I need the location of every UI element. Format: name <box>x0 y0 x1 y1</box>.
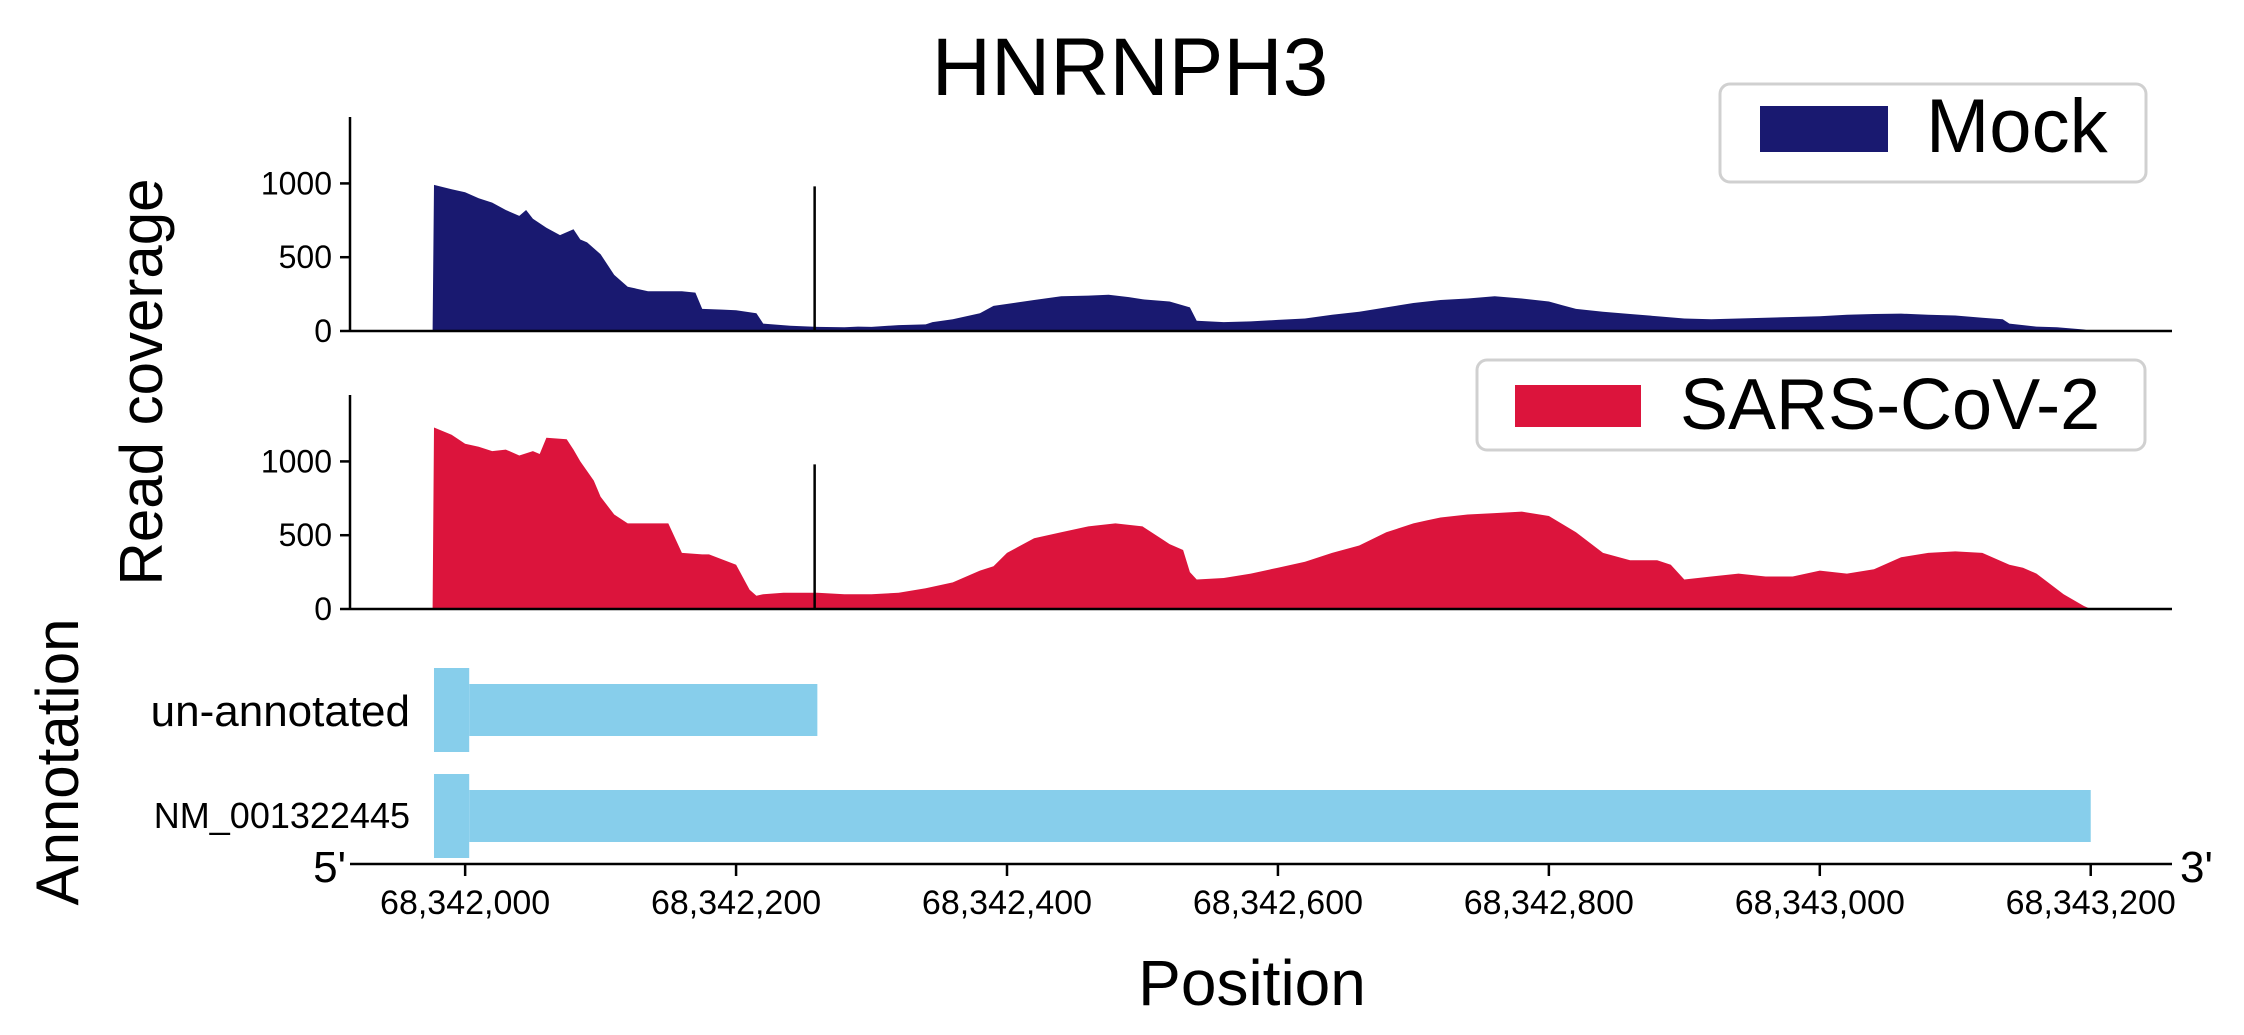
legend-sars-cov-2: SARS-CoV-2 <box>1475 358 2147 452</box>
y-tick-label: 1000 <box>261 443 332 479</box>
annotation-axis-label: Annotation <box>24 619 91 906</box>
exon-block <box>469 790 2091 842</box>
utr-block <box>433 774 470 858</box>
y-tick-label: 500 <box>279 239 332 275</box>
legend-swatch <box>1515 385 1641 427</box>
chart-title: HNRNPH3 <box>932 22 1328 113</box>
coverage-area-mock <box>432 184 2091 331</box>
x-tick-label: 68,342,800 <box>1464 884 1634 922</box>
legend-mock: Mock <box>1718 82 2148 184</box>
annotation-tracks: un-annotated NM_001322445 <box>151 668 2091 858</box>
x-tick-label: 68,342,200 <box>651 884 821 922</box>
legend-label: SARS-CoV-2 <box>1680 365 2100 445</box>
x-tick-label: 68,343,000 <box>1735 884 1905 922</box>
annotation-track-nm-001322445: NM_001322445 <box>154 774 2091 858</box>
five-prime-label: 5' <box>313 843 346 892</box>
coverage-area-sars-cov-2 <box>432 427 2091 609</box>
sars-cov-2-coverage-panel: 0 500 1000 <box>261 395 2172 627</box>
legend-frame <box>1475 358 2147 452</box>
y-tick-label: 500 <box>279 517 332 553</box>
x-tick-label: 68,342,600 <box>1193 884 1363 922</box>
mock-coverage-panel: 0 500 1000 <box>261 117 2172 349</box>
y-tick-label: 0 <box>314 313 332 349</box>
legend-label: Mock <box>1926 84 2109 169</box>
three-prime-label: 3' <box>2180 843 2213 892</box>
x-axis-label: Position <box>1138 947 1366 1019</box>
x-axis: 5' 3' 68,342,000 68,342,200 68,342,400 68,3… <box>313 843 2213 922</box>
y-tick-label: 0 <box>314 591 332 627</box>
x-tick-label: 68,342,000 <box>380 884 550 922</box>
annotation-track-label: NM_001322445 <box>154 795 410 836</box>
annotation-track-un-annotated: un-annotated <box>151 668 818 752</box>
x-tick-label: 68,342,400 <box>922 884 1092 922</box>
utr-block <box>433 668 470 752</box>
legend-swatch <box>1760 106 1888 152</box>
annotation-track-label: un-annotated <box>151 687 410 736</box>
exon-block <box>469 684 818 736</box>
y-tick-label: 1000 <box>261 165 332 201</box>
y-axis-label: Read coverage <box>108 179 175 586</box>
x-tick-label: 68,343,200 <box>2006 884 2176 922</box>
